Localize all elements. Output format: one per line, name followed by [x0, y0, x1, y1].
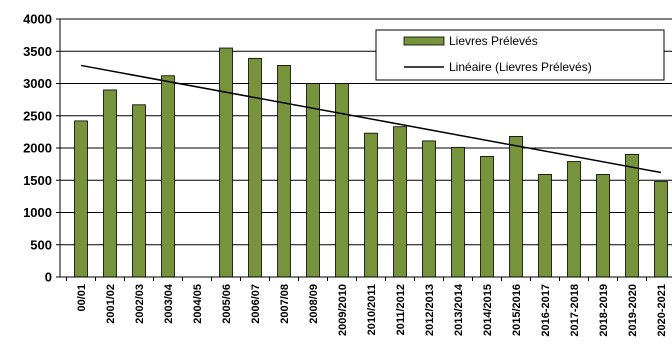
y-tick-label: 4000 [23, 12, 52, 27]
x-tick-label: 2020-2021 [656, 284, 668, 337]
bar [538, 174, 552, 278]
bars [74, 47, 668, 278]
x-tick-label: 2004/05 [192, 284, 204, 324]
y-tick-label: 2500 [23, 108, 52, 123]
x-tick-label: 2007/08 [279, 284, 291, 324]
x-axis-ticks: 00/01 2001/02 2002/03 2003/04 2004/05 2005/06… [66, 277, 668, 337]
legend-bar-label: Lievres Prélevés [449, 34, 538, 48]
y-tick-label: 2000 [23, 141, 52, 156]
bar [161, 75, 175, 278]
axes [59, 19, 672, 278]
bar [74, 120, 88, 278]
x-tick-label: 2003/04 [163, 283, 175, 324]
x-tick-label: 2009/2010 [337, 284, 349, 336]
bar [364, 132, 378, 278]
bar [103, 89, 117, 278]
x-tick-label: 2019-2020 [627, 284, 639, 337]
legend: Lievres Prélevés Linéaire (Lievres Préle… [375, 29, 665, 81]
x-tick-label: 2006/07 [250, 284, 262, 324]
x-tick-label: 2013/2014 [453, 283, 465, 336]
y-axis-ticks: 0 500 1000 1500 2000 2500 3000 3500 4000 [23, 12, 60, 285]
x-tick-label: 2015/2016 [511, 284, 523, 336]
y-tick-label: 1500 [23, 173, 52, 188]
x-tick-label: 2014/2015 [482, 284, 494, 336]
bar [306, 83, 320, 278]
x-tick-label: 2018-2019 [598, 284, 610, 337]
legend-line-label: Linéaire (Lievres Prélevés) [449, 60, 592, 74]
x-tick-label: 2001/02 [105, 284, 117, 324]
y-tick-label: 0 [45, 270, 52, 285]
bar [277, 65, 291, 278]
bar [393, 126, 407, 278]
y-tick-label: 500 [30, 237, 52, 252]
bar [509, 135, 523, 278]
bar [480, 155, 494, 278]
x-tick-label: 00/01 [76, 284, 88, 312]
bar [451, 146, 465, 278]
x-tick-label: 2002/03 [134, 284, 146, 324]
x-tick-label: 2010/2011 [366, 284, 378, 335]
legend-bar-swatch [403, 36, 445, 46]
y-tick-label: 1000 [23, 205, 52, 220]
bar [248, 57, 262, 278]
bar [219, 47, 233, 278]
x-tick-label: 2011/2012 [395, 284, 407, 335]
bar [132, 104, 146, 278]
x-tick-label: 2016-2017 [540, 284, 552, 337]
trendline [80, 64, 662, 174]
y-tick-label: 3000 [23, 76, 52, 91]
bar [625, 154, 639, 278]
x-tick-label: 2005/06 [221, 284, 233, 324]
bar [422, 140, 436, 278]
bar [654, 181, 668, 278]
x-tick-label: 2012/2013 [424, 284, 436, 336]
x-tick-label: 2017-2018 [569, 284, 581, 337]
y-tick-label: 3500 [23, 44, 52, 59]
bar [567, 161, 581, 278]
x-tick-label: 2008/09 [308, 284, 320, 324]
bar [596, 174, 610, 278]
